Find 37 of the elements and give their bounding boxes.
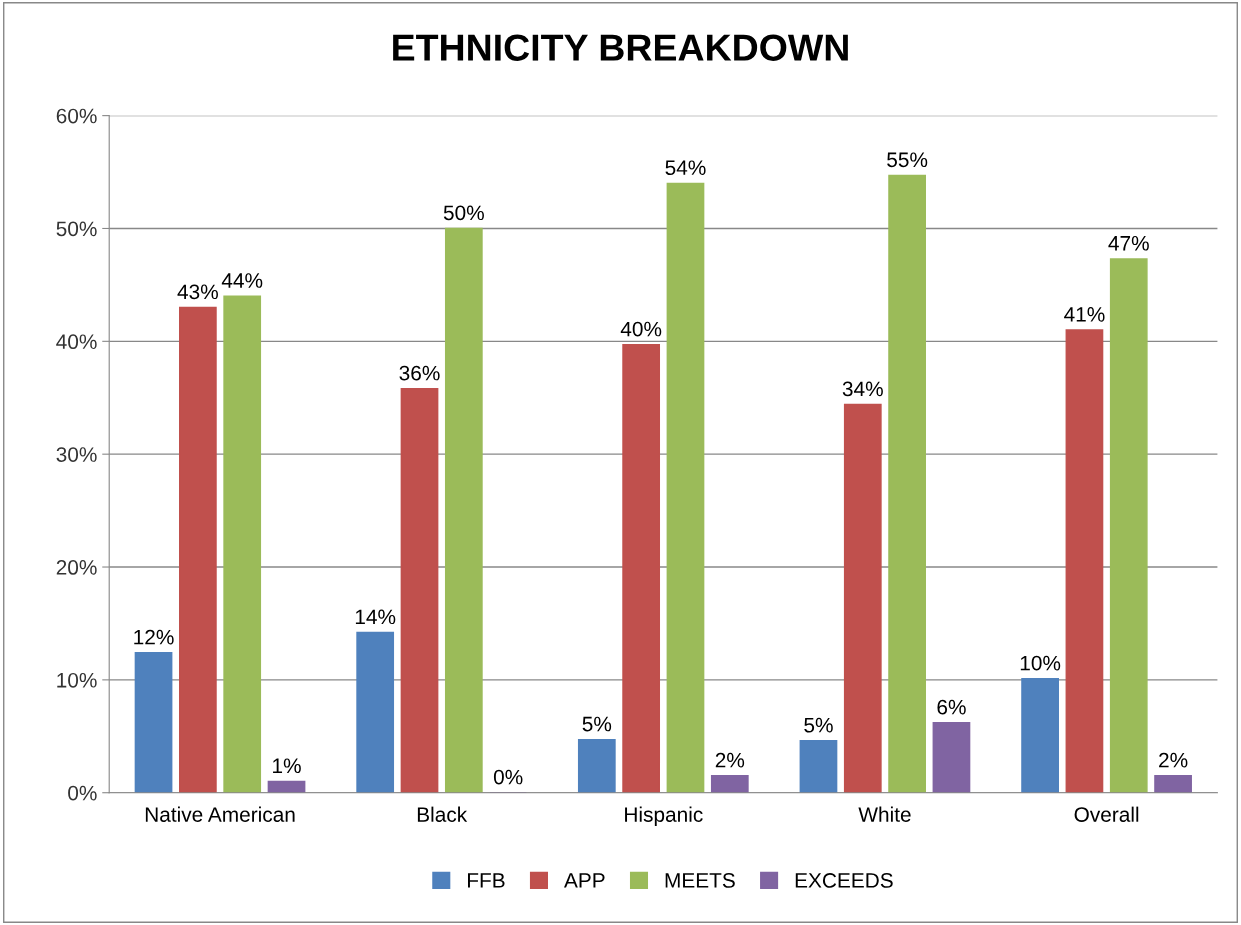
x-tick-label: Hispanic: [625, 806, 703, 827]
data-label: 14%: [355, 609, 396, 625]
legend-label: APP: [564, 873, 605, 888]
y-tick-label: 50%: [56, 221, 97, 237]
data-label: 5%: [804, 717, 833, 733]
chart-title: ETHNICITY BREAKDOWN: [393, 34, 848, 61]
data-label: 5%: [582, 716, 612, 732]
y-tick-label: 20%: [56, 560, 97, 575]
data-label: 43%: [177, 284, 218, 300]
legend-label: MEETS: [665, 873, 735, 888]
data-label: 1%: [273, 758, 301, 774]
data-label: 44%: [221, 273, 263, 288]
data-label: 55%: [887, 152, 928, 168]
legend-label: FFB: [468, 873, 505, 888]
data-label: 6%: [937, 699, 966, 715]
legend-label: EXCEEDS: [795, 873, 893, 888]
y-tick-label: 0%: [68, 785, 97, 801]
data-label: 47%: [1108, 236, 1149, 251]
data-label: 50%: [443, 205, 484, 221]
data-label: 2%: [1159, 752, 1188, 768]
x-tick-label: Native American: [145, 806, 295, 822]
data-label: 10%: [1020, 655, 1061, 671]
y-tick-label: 40%: [56, 334, 97, 350]
x-tick-label: White: [858, 806, 911, 822]
y-tick-label: 30%: [56, 447, 97, 462]
data-label: 34%: [842, 381, 883, 397]
data-label: 2%: [715, 752, 745, 768]
data-label: 54%: [665, 160, 706, 176]
x-tick-label: Overall: [1074, 806, 1139, 822]
data-label: 0%: [493, 769, 523, 785]
data-label: 40%: [620, 321, 662, 337]
data-label: 36%: [399, 365, 440, 381]
y-tick-label: 60%: [56, 108, 97, 124]
x-tick-label: Black: [417, 806, 468, 822]
data-label: 12%: [134, 629, 174, 645]
data-label: 41%: [1064, 307, 1105, 322]
y-tick-label: 10%: [57, 672, 97, 688]
